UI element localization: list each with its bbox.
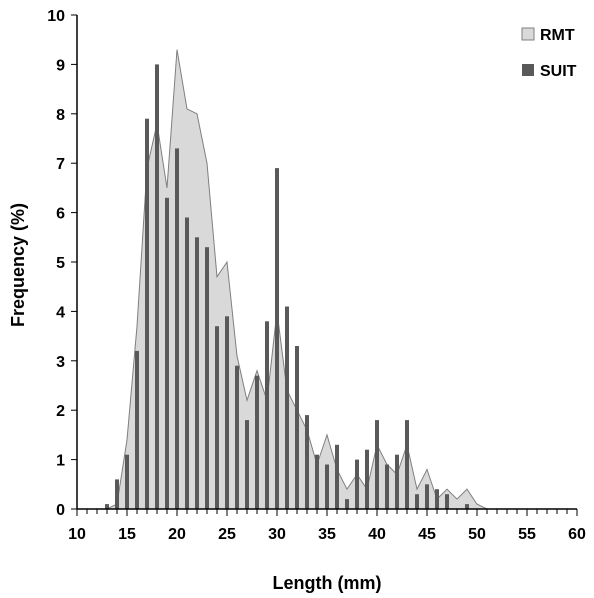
- suit-bar: [225, 316, 229, 509]
- x-tick-label: 45: [418, 526, 436, 543]
- suit-bar: [275, 168, 279, 509]
- suit-bar: [255, 375, 259, 509]
- suit-bar: [115, 479, 119, 509]
- legend-label-rmt: RMT: [540, 27, 575, 44]
- y-tick-label: 0: [56, 502, 65, 519]
- y-axis-title: Frequency (%): [8, 203, 28, 327]
- rmt-area: [77, 49, 577, 510]
- suit-bar: [245, 420, 249, 509]
- suit-bar: [205, 247, 209, 509]
- suit-bar: [335, 444, 339, 509]
- suit-bar: [145, 118, 149, 509]
- suit-bar: [355, 459, 359, 509]
- x-tick-label: 20: [168, 526, 186, 543]
- suit-bar: [385, 464, 389, 509]
- x-tick-label: 60: [568, 526, 586, 543]
- suit-bar: [395, 454, 399, 509]
- x-tick-label: 15: [118, 526, 136, 543]
- suit-bar: [445, 494, 449, 509]
- y-tick-label: 6: [56, 206, 65, 223]
- y-tick-label: 7: [56, 156, 65, 173]
- y-tick-label: 5: [56, 255, 65, 272]
- y-tick-label: 9: [56, 57, 65, 74]
- suit-bar: [375, 420, 379, 509]
- suit-bar: [235, 365, 239, 509]
- suit-bar: [465, 504, 469, 509]
- x-tick-label: 30: [268, 526, 286, 543]
- x-tick-label: 55: [518, 526, 536, 543]
- x-axis-ticks: 10 15 20 25 30 35 40 45 50 55 60: [68, 509, 586, 543]
- suit-bar: [155, 64, 159, 510]
- y-tick-label: 2: [56, 403, 65, 420]
- suit-bar: [325, 464, 329, 509]
- suit-bar: [345, 499, 349, 509]
- x-axis-title: Length (mm): [273, 573, 382, 593]
- plot-area: [77, 49, 577, 510]
- suit-bar: [435, 489, 439, 509]
- suit-bar: [365, 449, 369, 509]
- x-tick-label: 25: [218, 526, 236, 543]
- suit-bar: [185, 217, 189, 509]
- suit-bar: [295, 346, 299, 509]
- legend-label-suit: SUIT: [540, 63, 577, 80]
- y-axis-ticks: 0 1 2 3 4 5 6 7 8 9 10: [47, 8, 77, 519]
- suit-bar: [265, 321, 269, 509]
- suit-bar: [315, 454, 319, 509]
- y-tick-label: 1: [56, 453, 65, 470]
- suit-bar: [135, 350, 139, 509]
- suit-bar: [305, 415, 309, 509]
- suit-bar: [105, 504, 109, 509]
- y-tick-label: 4: [56, 304, 65, 321]
- suit-bar: [125, 454, 129, 509]
- suit-bar: [285, 306, 289, 509]
- suit-bar: [405, 420, 409, 509]
- legend-swatch-rmt: [521, 27, 535, 41]
- suit-bar: [195, 237, 199, 510]
- suit-bar: [175, 148, 179, 509]
- legend-swatch-suit: [522, 64, 534, 76]
- y-tick-label: 8: [56, 107, 65, 124]
- x-tick-label: 10: [68, 526, 86, 543]
- suit-bar: [425, 484, 429, 509]
- suit-bar: [215, 326, 219, 509]
- x-tick-label: 35: [318, 526, 336, 543]
- legend: RMT SUIT: [521, 27, 577, 80]
- y-tick-label: 10: [47, 8, 65, 25]
- x-tick-label: 40: [368, 526, 386, 543]
- suit-bar: [415, 494, 419, 509]
- x-tick-label: 50: [468, 526, 486, 543]
- y-tick-label: 3: [56, 354, 65, 371]
- suit-bar: [165, 197, 169, 510]
